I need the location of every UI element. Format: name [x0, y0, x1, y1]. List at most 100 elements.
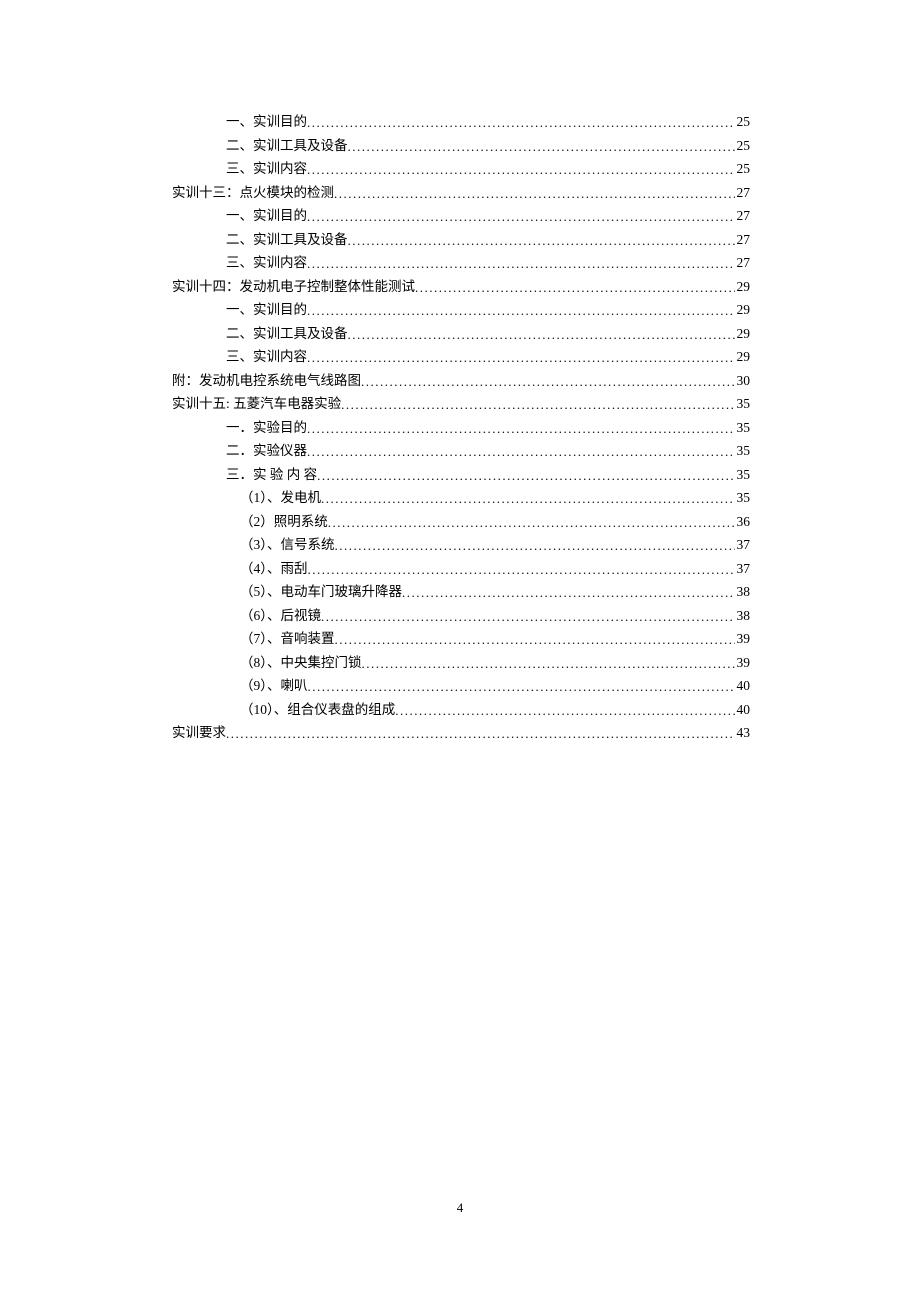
toc-label: 实训十三：点火模块的检测 — [172, 181, 334, 205]
toc-label: （2）照明系统 — [240, 510, 328, 534]
toc-page: 40 — [735, 698, 751, 722]
toc-page: 30 — [735, 369, 751, 393]
toc-dots — [307, 417, 735, 441]
toc-dots — [335, 534, 735, 558]
toc-entry: 三、实训内容 27 — [172, 251, 750, 275]
toc-label: 二、实训工具及设备 — [226, 322, 348, 346]
toc-label: （8）、中央集控门锁 — [240, 651, 362, 675]
toc-page: 40 — [735, 674, 751, 698]
toc-label: （7）、音响装置 — [240, 627, 335, 651]
toc-page: 25 — [735, 110, 751, 134]
toc-entry: （4）、雨刮 37 — [172, 557, 750, 581]
toc-entry: 二、实训工具及设备25 — [172, 134, 750, 158]
toc-label: 实训十四：发动机电子控制整体性能测试 — [172, 275, 415, 299]
toc-page: 35 — [735, 439, 751, 463]
toc-label: 实训十五: 五菱汽车电器实验 — [172, 392, 341, 416]
toc-page: 37 — [735, 533, 751, 557]
page-number: 4 — [0, 1200, 920, 1216]
toc-dots — [341, 393, 734, 417]
toc-entry: （7）、音响装置 39 — [172, 627, 750, 651]
toc-label: 三、实训内容 — [226, 345, 307, 369]
toc-page: 29 — [735, 298, 751, 322]
toc-page: 43 — [735, 721, 751, 745]
toc-entry: 一、实训目的 27 — [172, 204, 750, 228]
toc-entry: （3）、信号系统 37 — [172, 533, 750, 557]
toc-page: 38 — [735, 604, 751, 628]
toc-page: 29 — [735, 322, 751, 346]
toc-page: 27 — [735, 181, 751, 205]
toc-dots — [348, 135, 735, 159]
toc-dots — [307, 299, 735, 323]
toc-dots — [307, 252, 735, 276]
toc-entry: 二．实验仪器 35 — [172, 439, 750, 463]
toc-dots — [308, 558, 735, 582]
toc-dots — [402, 581, 735, 605]
toc-label: 二．实验仪器 — [226, 439, 307, 463]
toc-entry: （5）、电动车门玻璃升降器 38 — [172, 580, 750, 604]
toc-entry: 三．实 验 内 容35 — [172, 463, 750, 487]
toc-label: 三、实训内容 — [226, 251, 307, 275]
toc-label: （9）、喇叭 — [240, 674, 308, 698]
toc-entry: 实训十五: 五菱汽车电器实验 35 — [172, 392, 750, 416]
toc-dots — [321, 605, 735, 629]
toc-dots — [307, 111, 735, 135]
toc-entry: 三、实训内容29 — [172, 345, 750, 369]
toc-entry: （6）、后视镜 38 — [172, 604, 750, 628]
toc-entry: 三、实训内容 25 — [172, 157, 750, 181]
toc-label: （6）、后视镜 — [240, 604, 321, 628]
toc-dots — [395, 699, 734, 723]
toc-label: 二、实训工具及设备 — [226, 228, 348, 252]
toc-label: 附：发动机电控系统电气线路图 — [172, 369, 361, 393]
toc-entry: （2）照明系统 36 — [172, 510, 750, 534]
toc-label: （1）、发电机 — [240, 486, 321, 510]
toc-dots — [328, 511, 735, 535]
toc-page: 27 — [735, 251, 751, 275]
toc-label: 一、实训目的 — [226, 204, 307, 228]
toc-entry: （9）、喇叭 40 — [172, 674, 750, 698]
toc-entry: 附：发动机电控系统电气线路图 30 — [172, 369, 750, 393]
toc-label: 三、实训内容 — [226, 157, 307, 181]
toc-label: （3）、信号系统 — [240, 533, 335, 557]
toc-entry: 二、实训工具及设备 29 — [172, 322, 750, 346]
toc-entry: 实训十三：点火模块的检测 27 — [172, 181, 750, 205]
toc-dots — [317, 464, 734, 488]
toc-entry: （8）、中央集控门锁 39 — [172, 651, 750, 675]
toc-dots — [348, 323, 735, 347]
toc-page: 39 — [735, 651, 751, 675]
toc-label: （10）、组合仪表盘的组成 — [240, 698, 395, 722]
toc-entry: 一、实训目的 25 — [172, 110, 750, 134]
toc-label: 一、实训目的 — [226, 110, 307, 134]
toc-page: 39 — [735, 627, 751, 651]
toc-label: 一、实训目的 — [226, 298, 307, 322]
toc-label: 实训要求 — [172, 721, 226, 745]
toc-entry: 实训要求 43 — [172, 721, 750, 745]
toc-page: 36 — [735, 510, 751, 534]
toc-page: 38 — [735, 580, 751, 604]
toc-dots — [362, 652, 735, 676]
toc-dots — [334, 182, 735, 206]
toc-page: 25 — [735, 157, 751, 181]
toc-entry: 一、实训目的 29 — [172, 298, 750, 322]
toc-page: 29 — [735, 275, 751, 299]
toc-page: 25 — [735, 134, 751, 158]
toc-dots — [307, 205, 735, 229]
toc-dots — [308, 675, 735, 699]
toc-page: 35 — [735, 392, 751, 416]
toc-page: 35 — [735, 463, 751, 487]
toc-dots — [307, 346, 735, 370]
toc-entry: 二、实训工具及设备 27 — [172, 228, 750, 252]
toc-container: 一、实训目的25二、实训工具及设备25三、实训内容25实训十三：点火模块的检测2… — [172, 110, 750, 745]
toc-dots — [415, 276, 735, 300]
toc-entry: 一．实验目的35 — [172, 416, 750, 440]
toc-entry: （10）、组合仪表盘的组成 40 — [172, 698, 750, 722]
toc-page: 27 — [735, 228, 751, 252]
toc-entry: 实训十四：发动机电子控制整体性能测试 29 — [172, 275, 750, 299]
toc-entry: （1）、发电机 35 — [172, 486, 750, 510]
toc-page: 35 — [735, 486, 751, 510]
toc-dots — [226, 722, 735, 746]
toc-page: 27 — [735, 204, 751, 228]
toc-label: （4）、雨刮 — [240, 557, 308, 581]
toc-dots — [321, 487, 735, 511]
toc-label: （5）、电动车门玻璃升降器 — [240, 580, 402, 604]
toc-dots — [335, 628, 735, 652]
